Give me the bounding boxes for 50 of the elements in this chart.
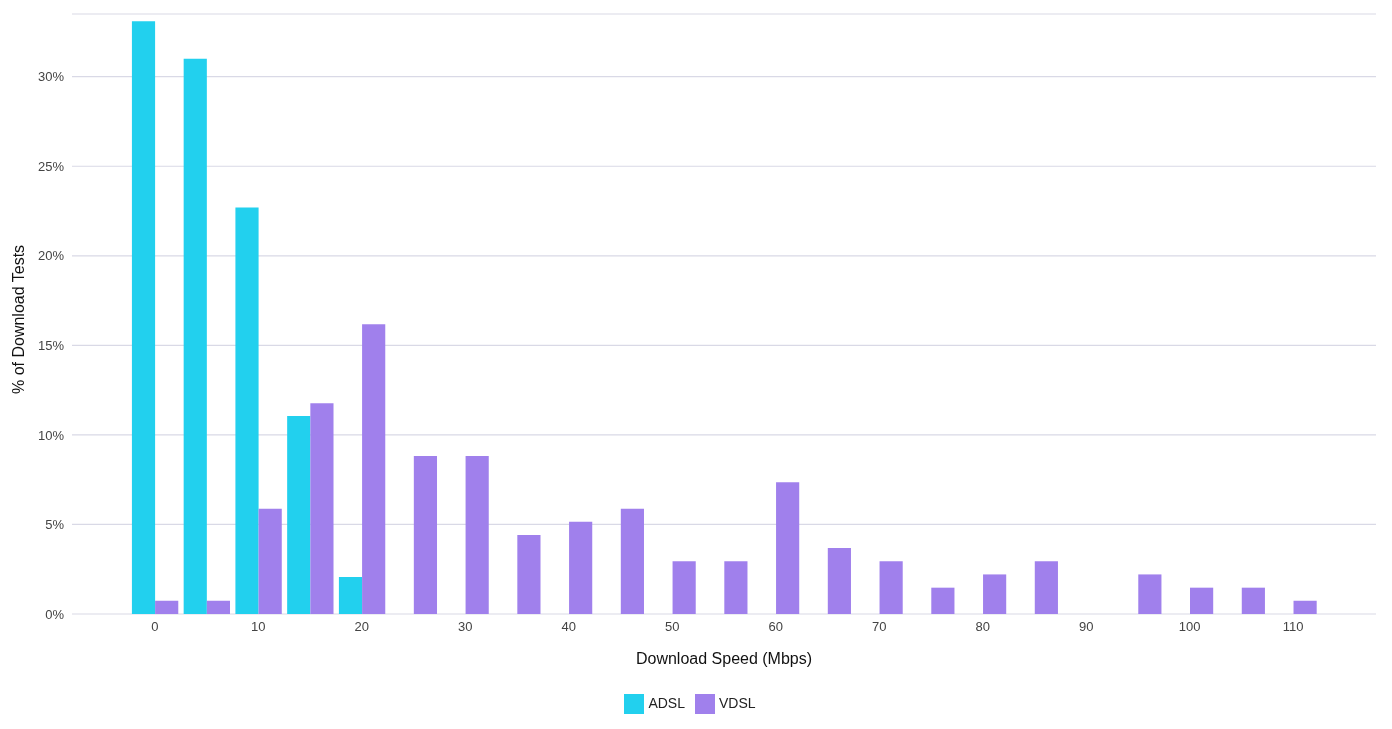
bar bbox=[1241, 587, 1265, 614]
bar bbox=[724, 561, 748, 614]
x-tick-label: 60 bbox=[768, 619, 783, 635]
bar bbox=[569, 521, 593, 614]
x-tick-label: 30 bbox=[458, 619, 473, 635]
y-tick-label: 25% bbox=[37, 158, 65, 174]
bar bbox=[362, 324, 386, 614]
y-tick-label: 20% bbox=[37, 248, 65, 264]
bar bbox=[258, 508, 282, 614]
bar bbox=[931, 587, 955, 614]
x-tick-label: 90 bbox=[1078, 619, 1094, 635]
bar bbox=[517, 535, 541, 614]
x-tick-label: 0 bbox=[151, 619, 159, 635]
bar bbox=[1138, 574, 1162, 614]
bar bbox=[206, 600, 231, 614]
x-tick-label: 110 bbox=[1282, 619, 1304, 635]
bar bbox=[879, 561, 903, 614]
y-tick-label: 5% bbox=[45, 517, 65, 533]
bar bbox=[310, 403, 334, 614]
x-tick-label: 40 bbox=[561, 619, 576, 635]
y-tick-label: 15% bbox=[37, 337, 65, 353]
x-tick-label: 20 bbox=[354, 619, 370, 635]
bar bbox=[131, 21, 156, 614]
bar bbox=[776, 482, 800, 614]
y-tick-label: 10% bbox=[37, 427, 65, 443]
y-axis-title: % of Download Tests bbox=[9, 244, 27, 394]
y-tick-label: 0% bbox=[45, 606, 65, 622]
legend-label: ADSL bbox=[648, 694, 685, 711]
x-axis-title: Download Speed (Mbps) bbox=[635, 650, 813, 667]
x-tick-label: 10 bbox=[251, 619, 266, 635]
x-tick-label: 50 bbox=[665, 619, 680, 635]
bar bbox=[338, 577, 363, 614]
bar bbox=[155, 600, 179, 614]
bar bbox=[1293, 600, 1317, 614]
bar bbox=[183, 58, 207, 614]
bar bbox=[983, 574, 1007, 614]
x-tick-label: 80 bbox=[975, 619, 990, 635]
bar bbox=[465, 456, 489, 614]
legend-label: VDSL bbox=[719, 694, 756, 711]
bar bbox=[827, 548, 851, 614]
bar bbox=[1034, 561, 1058, 614]
bar bbox=[413, 456, 438, 614]
bar bbox=[672, 561, 696, 614]
bar bbox=[1190, 587, 1214, 614]
y-tick-label: 30% bbox=[37, 69, 65, 85]
x-tick-label: 100 bbox=[1178, 619, 1201, 635]
x-tick-label: 70 bbox=[872, 619, 887, 635]
bar bbox=[620, 508, 644, 614]
bar bbox=[287, 415, 311, 614]
bar bbox=[235, 207, 259, 614]
